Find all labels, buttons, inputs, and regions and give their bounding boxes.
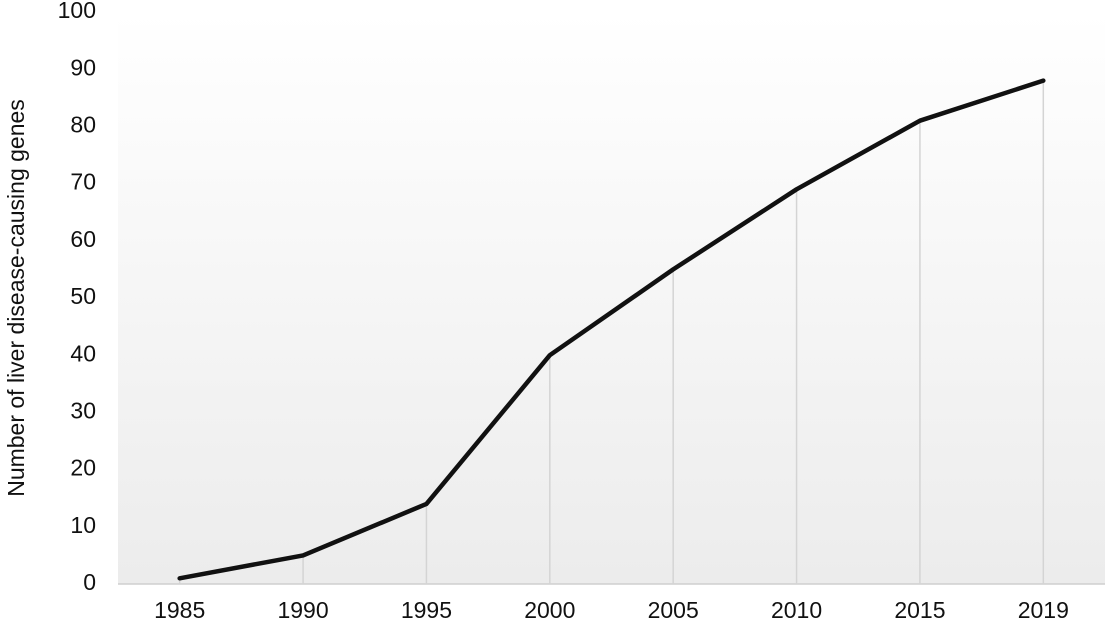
y-tick-label: 100 [58, 0, 96, 23]
y-tick-label: 10 [70, 512, 96, 538]
plot-background [118, 12, 1105, 584]
x-tick-label: 2010 [771, 597, 822, 623]
y-tick-label: 60 [70, 226, 96, 252]
y-tick-label: 40 [70, 340, 96, 366]
y-axis-title: Number of liver disease-causing genes [3, 99, 29, 497]
y-tick-label: 80 [70, 111, 96, 137]
y-tick-label: 20 [70, 455, 96, 481]
x-tick-label: 1995 [401, 597, 452, 623]
y-tick-label: 30 [70, 397, 96, 423]
x-tick-label: 2015 [894, 597, 945, 623]
y-tick-label: 0 [83, 569, 96, 595]
y-tick-label: 50 [70, 283, 96, 309]
x-tick-label: 2005 [648, 597, 699, 623]
x-tick-label: 2019 [1018, 597, 1069, 623]
x-tick-label: 2000 [524, 597, 575, 623]
y-tick-label: 90 [70, 54, 96, 80]
data-line [177, 78, 1046, 581]
y-tick-label: 70 [70, 169, 96, 195]
x-tick-label: 1985 [154, 597, 205, 623]
x-tick-label: 1990 [277, 597, 328, 623]
